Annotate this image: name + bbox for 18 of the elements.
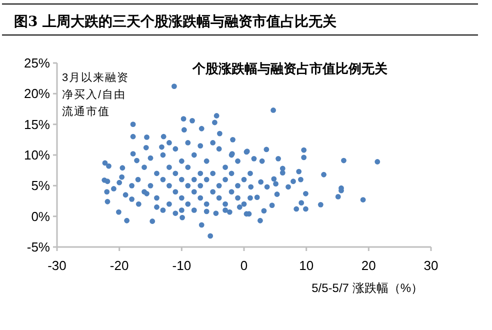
y-tick-label: -5% bbox=[26, 240, 50, 254]
y-tick-label: 25% bbox=[24, 56, 50, 70]
x-tick-label: -20 bbox=[110, 258, 129, 273]
y-tick-label: 5% bbox=[31, 178, 50, 194]
x-axis-title: 5/5-5/7 涨跌幅（%） bbox=[312, 281, 423, 295]
x-tick-label: 30 bbox=[424, 258, 438, 273]
ylabel: 3月以来融资净买入/自由流通市值 bbox=[62, 72, 130, 118]
x-tick-label: 0 bbox=[240, 258, 248, 273]
x-tick-label: -30 bbox=[48, 258, 66, 273]
x-tick-label: 20 bbox=[361, 258, 376, 273]
x-tick-label: 10 bbox=[299, 258, 314, 273]
y-tick-label: 0% bbox=[31, 208, 50, 224]
y-tick-label: 15% bbox=[24, 116, 50, 132]
chart-title: 图3 上周大跌的三天个股涨跌幅与融资市值占比无关 bbox=[14, 13, 337, 30]
chart-subtitle: 个股涨跌幅与融资占市值比例无关 bbox=[192, 61, 388, 77]
y-tick-label: 20% bbox=[24, 86, 50, 102]
x-tick-label: -10 bbox=[172, 258, 192, 273]
y-tick-label: 10% bbox=[24, 148, 50, 162]
